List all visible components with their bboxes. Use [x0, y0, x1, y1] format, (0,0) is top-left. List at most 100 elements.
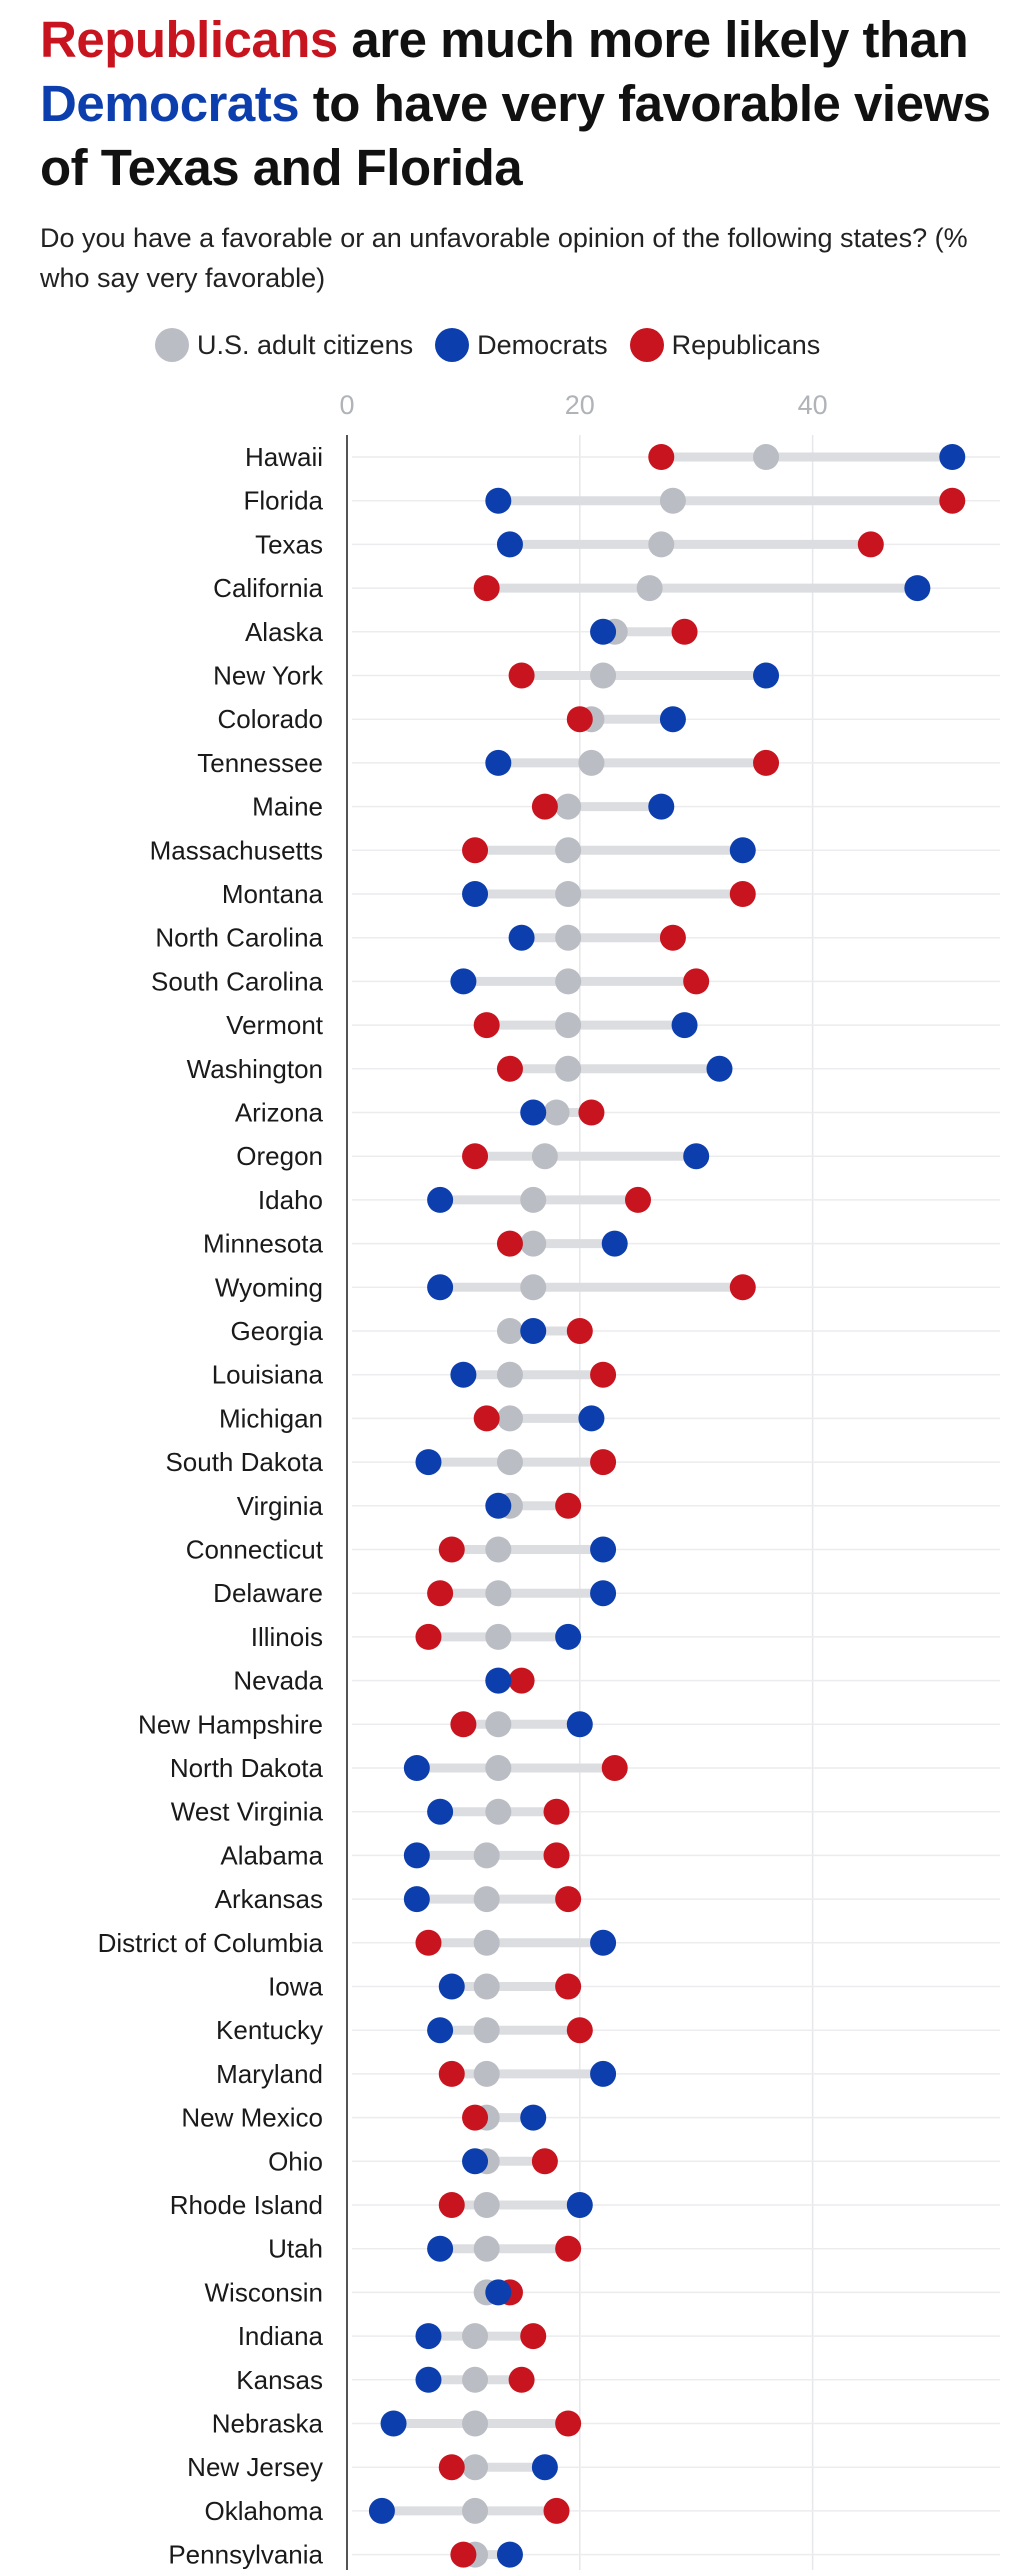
legend-swatch-adults	[155, 328, 189, 362]
dot-republicans	[543, 1842, 570, 1869]
dot-democrats	[403, 1886, 430, 1913]
dot-adults	[485, 1623, 512, 1650]
dot-democrats	[427, 2235, 454, 2262]
dot-republicans	[555, 1886, 582, 1913]
dot-republicans	[555, 1492, 582, 1519]
dot-republicans	[566, 706, 593, 733]
state-label: Michigan	[219, 1403, 323, 1433]
state-label: Oregon	[236, 1141, 323, 1171]
dot-adults	[485, 1711, 512, 1738]
dot-democrats	[496, 2541, 523, 2568]
legend-item-adults: U.S. adult citizens	[155, 328, 413, 362]
dot-democrats	[415, 1449, 442, 1476]
title-republicans: Republicans	[40, 11, 338, 68]
dot-adults	[462, 2410, 489, 2437]
state-label: South Dakota	[165, 1447, 323, 1477]
dot-democrats	[520, 1318, 547, 1344]
state-label: Florida	[244, 486, 324, 516]
state-label: Hawaii	[245, 442, 323, 472]
dot-adults	[648, 531, 675, 558]
state-label: Washington	[187, 1054, 323, 1084]
dot-range-chart: 0 20 40 Hawaii Florida Texas California Alaska N…	[98, 390, 1000, 2570]
dot-democrats	[450, 968, 477, 995]
dot-republicans	[496, 1055, 523, 1082]
dot-democrats	[729, 837, 756, 864]
dot-republicans	[438, 2060, 465, 2087]
state-label: Arizona	[235, 1098, 324, 1128]
dot-democrats	[659, 706, 686, 733]
dot-democrats	[520, 2104, 547, 2131]
dot-adults	[555, 837, 582, 864]
state-label: Nevada	[233, 1666, 323, 1696]
dot-democrats	[578, 1405, 605, 1432]
dot-democrats	[380, 2410, 407, 2437]
chart-subtitle: Do you have a favorable or an unfavorabl…	[40, 223, 968, 293]
dot-adults	[462, 2323, 489, 2350]
dot-adults	[753, 444, 780, 470]
dot-adults	[520, 1230, 547, 1257]
state-label: Arkansas	[215, 1884, 323, 1914]
dot-adults	[485, 1798, 512, 1825]
dot-adults	[496, 1405, 523, 1432]
dot-republicans	[729, 881, 756, 907]
dot-republicans	[939, 487, 966, 514]
state-label: North Carolina	[155, 923, 323, 953]
dot-adults	[590, 662, 617, 689]
dot-adults	[543, 1099, 570, 1126]
dot-adults	[496, 1318, 523, 1344]
dot-republicans	[566, 1318, 593, 1344]
dot-democrats	[496, 531, 523, 558]
dot-adults	[473, 2017, 500, 2044]
state-label: Georgia	[231, 1316, 324, 1346]
dot-adults	[473, 1886, 500, 1913]
state-label: Alaska	[245, 617, 324, 647]
dot-republicans	[473, 1405, 500, 1432]
dot-democrats	[403, 1842, 430, 1869]
state-label: Rhode Island	[170, 2190, 323, 2220]
dot-democrats	[508, 924, 535, 951]
dot-adults	[520, 1186, 547, 1213]
dot-democrats	[671, 1012, 698, 1039]
state-label: Nebraska	[212, 2409, 324, 2439]
legend-item-democrats: Democrats	[435, 328, 608, 362]
x-tick-label: 20	[565, 390, 595, 420]
dot-democrats	[590, 2060, 617, 2087]
dot-republicans	[555, 2235, 582, 2262]
dot-adults	[473, 1842, 500, 1869]
dot-democrats	[939, 444, 966, 470]
state-label: Indiana	[238, 2321, 324, 2351]
dot-republicans	[508, 1667, 535, 1694]
state-label: California	[213, 573, 323, 603]
dot-democrats	[485, 2279, 512, 2306]
dot-democrats	[590, 1929, 617, 1956]
dot-adults	[462, 2497, 489, 2524]
dot-republicans	[590, 1449, 617, 1476]
dot-republicans	[415, 1929, 442, 1956]
dot-republicans	[438, 2192, 465, 2218]
state-label: Louisiana	[212, 1360, 324, 1390]
state-label: Maryland	[216, 2059, 323, 2089]
dot-adults	[485, 1755, 512, 1781]
title-democrats: Democrats	[40, 75, 300, 132]
legend-label-democrats: Democrats	[477, 329, 608, 360]
dot-republicans	[683, 968, 710, 995]
state-label: Illinois	[251, 1622, 323, 1652]
dot-republicans	[427, 1580, 454, 1607]
state-label: Colorado	[217, 704, 323, 734]
dot-republicans	[508, 2366, 535, 2393]
state-label: Delaware	[213, 1578, 323, 1608]
dot-democrats	[520, 1099, 547, 1126]
dot-adults	[531, 1143, 558, 1170]
dot-republicans	[543, 1798, 570, 1825]
dot-republicans	[531, 793, 558, 820]
dot-democrats	[590, 1580, 617, 1607]
state-label: Ohio	[268, 2146, 323, 2176]
dot-adults	[473, 2235, 500, 2262]
dot-republicans	[590, 1361, 617, 1388]
dot-democrats	[590, 1536, 617, 1563]
state-label: Alabama	[220, 1840, 323, 1870]
dot-republicans	[729, 1274, 756, 1301]
dot-republicans	[438, 2454, 465, 2481]
dot-republicans	[438, 1536, 465, 1563]
state-label: West Virginia	[171, 1797, 324, 1827]
